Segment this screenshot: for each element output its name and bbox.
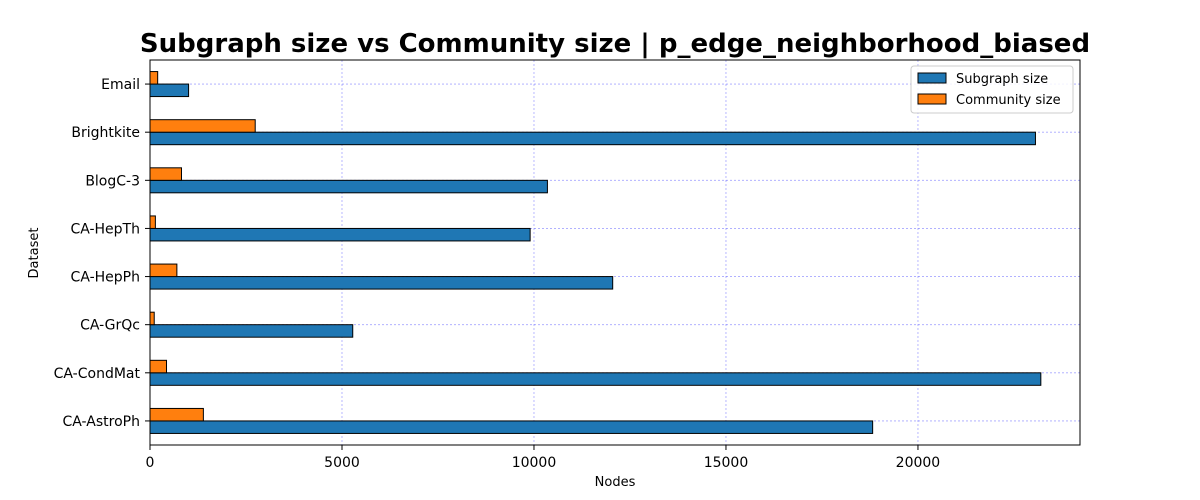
bar-community-size bbox=[149, 263, 178, 278]
legend: Subgraph size Community size bbox=[910, 65, 1074, 114]
x-axis: 0 5000 10000 15000 20000 bbox=[146, 445, 941, 471]
y-tick-label: BlogC-3 bbox=[85, 173, 140, 189]
bar-community-size bbox=[149, 167, 182, 181]
bar-community-size bbox=[149, 407, 204, 422]
bar-subgraph-size bbox=[149, 179, 548, 194]
y-tick-label: CA-GrQc bbox=[80, 318, 140, 334]
chart-title: Subgraph size vs Community size | p_edge… bbox=[140, 29, 1090, 59]
bar-community-size bbox=[149, 311, 155, 326]
bars bbox=[149, 71, 1042, 434]
y-axis: Email Brightkite BlogC-3 CA-HepTh CA-HepPh CA… bbox=[54, 77, 150, 430]
bar-subgraph-size bbox=[149, 324, 354, 338]
y-tick-label: CA-HepTh bbox=[70, 221, 140, 237]
bar-community-size bbox=[149, 215, 156, 229]
legend-label: Subgraph size bbox=[956, 72, 1048, 87]
bar-subgraph-size bbox=[149, 83, 190, 98]
x-axis-label: Nodes bbox=[595, 475, 636, 490]
x-tick-label: 5000 bbox=[324, 455, 360, 471]
x-tick-label: 20000 bbox=[896, 455, 941, 471]
y-tick-label: Brightkite bbox=[71, 125, 140, 141]
bar-subgraph-size bbox=[149, 372, 1042, 386]
bar-community-size bbox=[149, 359, 168, 374]
plot-frame bbox=[149, 59, 1081, 446]
legend-swatch bbox=[917, 93, 947, 105]
y-tick-label: CA-HepPh bbox=[71, 270, 140, 286]
legend-label: Community size bbox=[956, 93, 1061, 108]
y-tick-label: CA-CondMat bbox=[54, 366, 141, 382]
legend-box bbox=[910, 65, 1074, 114]
bar-community-size bbox=[149, 71, 159, 85]
y-axis-label: Dataset bbox=[27, 228, 42, 279]
bar-subgraph-size bbox=[149, 131, 1036, 146]
y-tick-label: Email bbox=[101, 77, 140, 93]
x-tick-label: 10000 bbox=[512, 455, 557, 471]
bar-community-size bbox=[149, 119, 256, 133]
bar-subgraph-size bbox=[149, 276, 614, 290]
x-tick-label: 15000 bbox=[704, 455, 749, 471]
legend-swatch bbox=[917, 72, 947, 84]
bar-subgraph-size bbox=[149, 420, 874, 434]
x-tick-label: 0 bbox=[146, 455, 155, 471]
grid bbox=[149, 60, 1080, 445]
bar-subgraph-size bbox=[149, 227, 531, 242]
y-tick-label: CA-AstroPh bbox=[63, 414, 140, 430]
